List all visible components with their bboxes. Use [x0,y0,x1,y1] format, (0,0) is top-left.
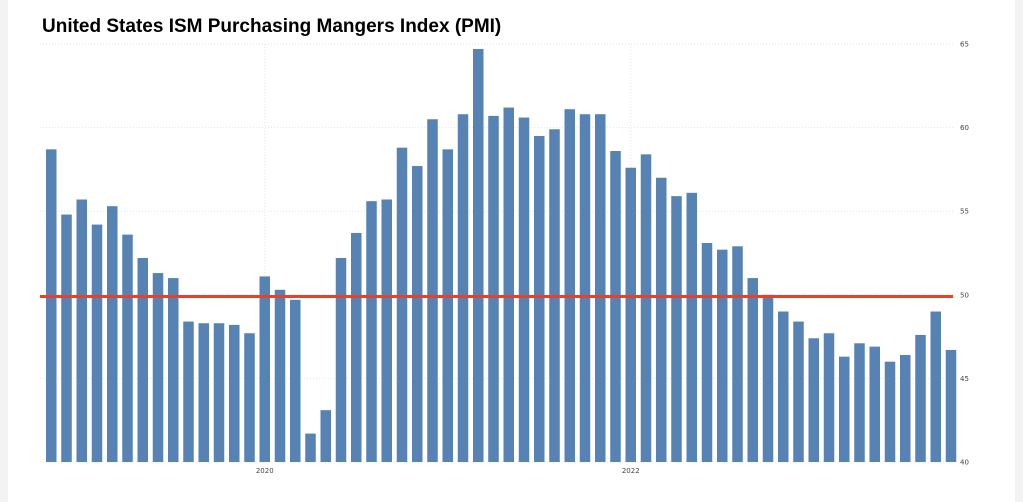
bar [930,311,941,462]
bar [595,114,606,462]
bar [701,242,713,462]
bar [335,258,347,462]
bar [717,249,728,462]
bar [671,196,682,463]
bar [503,107,514,462]
bar [945,349,957,462]
bar [290,299,301,462]
right-edge [1015,0,1023,502]
chart-title: United States ISM Purchasing Mangers Ind… [42,16,502,37]
bar [656,177,667,462]
bar [107,206,118,462]
bar [168,278,179,462]
bar [122,234,133,462]
bar [564,109,575,462]
bar [137,258,148,462]
bar [839,356,850,462]
y-tick-label: 55 [960,208,969,216]
bar [76,199,87,462]
bar [396,147,408,462]
bar [793,321,804,462]
bar [686,192,697,463]
bar [473,49,484,463]
bar [534,135,545,462]
bar [183,321,194,462]
bar [900,354,911,462]
bar [442,149,453,462]
bar [518,117,530,463]
bar [457,114,469,462]
bar [808,338,819,462]
bar [351,232,362,462]
y-tick-label: 40 [960,459,969,467]
y-tick-label: 45 [960,375,969,383]
bar [198,323,209,462]
bar [625,167,636,462]
y-tick-label: 60 [960,124,969,132]
bar [259,276,270,462]
bar [229,324,240,462]
bar [61,214,72,462]
y-tick-label: 50 [960,291,969,299]
bar [274,289,286,462]
bar [320,410,331,462]
bar [854,343,865,462]
bar [366,201,377,462]
bar [152,273,164,462]
bar [579,114,591,462]
bar [762,294,774,462]
bar [732,246,743,462]
bar [305,433,316,462]
bar [884,361,896,462]
x-tick-label: 2020 [256,467,274,475]
bar [381,199,392,462]
bar [915,334,926,462]
bar [412,166,423,462]
left-edge [0,0,8,502]
bar [488,115,499,462]
bar [747,278,758,462]
bar [427,119,438,463]
bar [91,224,103,462]
bar [244,333,255,462]
bar [213,323,225,462]
x-tick-label: 2022 [622,467,640,475]
bar [869,346,880,462]
bar [640,154,652,463]
bar [823,333,835,462]
bar [610,151,621,462]
bar [778,311,789,462]
bar [46,149,57,462]
y-tick-label: 65 [960,41,969,49]
